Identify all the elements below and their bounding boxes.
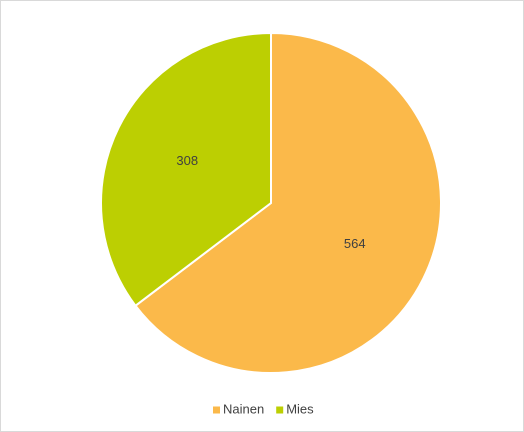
legend-swatch — [276, 406, 284, 414]
legend-swatch — [213, 406, 220, 414]
pie-slice — [134, 31, 442, 374]
data-label: 564 — [344, 236, 366, 251]
pie-slice — [100, 31, 272, 308]
legend-label: Nainen — [223, 401, 264, 416]
data-label: 308 — [176, 153, 198, 168]
legend-label: Mies — [286, 401, 314, 416]
